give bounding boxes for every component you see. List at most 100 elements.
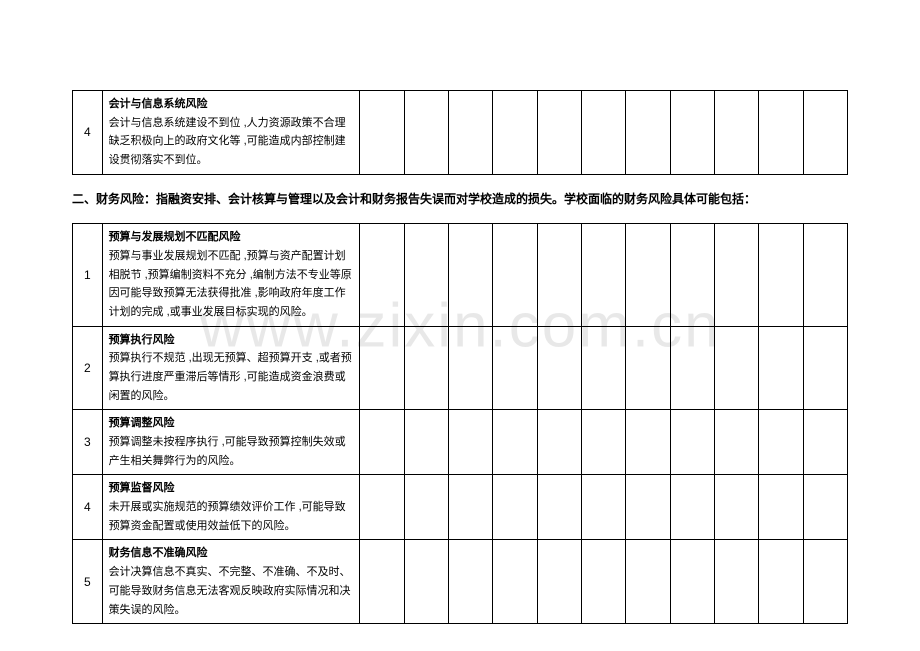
blank-cell [404, 410, 448, 475]
blank-cell [360, 540, 404, 624]
blank-cell [404, 540, 448, 624]
blank-cell [360, 224, 404, 326]
blank-cell [581, 224, 625, 326]
blank-cell [670, 326, 714, 410]
row-number: 4 [73, 91, 103, 175]
row-number: 1 [73, 224, 103, 326]
blank-cell [670, 410, 714, 475]
blank-cell [803, 224, 847, 326]
blank-cell [360, 410, 404, 475]
blank-cell [493, 224, 537, 326]
risk-title: 财务信息不准确风险 [109, 547, 208, 559]
blank-cell [759, 91, 803, 175]
risk-body: 会计决算信息不真实、不完整、不准确、不及时、可能导致财务信息无法客观反映政府实际… [109, 566, 351, 615]
blank-cell [626, 475, 670, 540]
blank-cell [581, 410, 625, 475]
blank-cell [493, 91, 537, 175]
blank-cell [626, 410, 670, 475]
blank-cell [404, 326, 448, 410]
blank-cell [537, 475, 581, 540]
blank-cell [759, 410, 803, 475]
blank-cell [626, 540, 670, 624]
blank-cell [404, 224, 448, 326]
row-description: 预算调整风险预算调整未按程序执行 ,可能导致预算控制失效或产生相关舞弊行为的风险… [102, 410, 360, 475]
blank-cell [537, 224, 581, 326]
blank-cell [448, 410, 492, 475]
blank-cell [360, 91, 404, 175]
blank-cell [537, 91, 581, 175]
table-row: 1预算与发展规划不匹配风险预算与事业发展规划不匹配 ,预算与资产配置计划相脱节 … [73, 224, 848, 326]
row-number: 4 [73, 475, 103, 540]
blank-cell [714, 326, 758, 410]
blank-cell [670, 91, 714, 175]
row-description: 预算执行风险预算执行不规范 ,出现无预算、超预算开支 ,或者预算执行进度严重滞后… [102, 326, 360, 410]
section-heading: 二、财务风险：指融资安排、会计核算与管理以及会计和财务报告失误而对学校造成的损失… [72, 175, 848, 223]
table-row: 4 会计与信息系统风险 会计与信息系统建设不到位 ,人力资源政策不合理缺乏积极向… [73, 91, 848, 175]
blank-cell [759, 326, 803, 410]
risk-body: 未开展或实施规范的预算绩效评价工作 ,可能导致预算资金配置或使用效益低下的风险。 [109, 501, 346, 532]
blank-cell [448, 91, 492, 175]
blank-cell [360, 326, 404, 410]
blank-cell [759, 224, 803, 326]
risk-body: 预算调整未按程序执行 ,可能导致预算控制失效或产生相关舞弊行为的风险。 [109, 436, 346, 467]
blank-cell [404, 91, 448, 175]
row-number: 5 [73, 540, 103, 624]
risk-title: 预算与发展规划不匹配风险 [109, 231, 241, 243]
blank-cell [448, 475, 492, 540]
blank-cell [537, 326, 581, 410]
risk-body: 预算与事业发展规划不匹配 ,预算与资产配置计划相脱节 ,预算编制资料不充分 ,编… [109, 250, 352, 318]
blank-cell [714, 410, 758, 475]
risk-title: 预算监督风险 [109, 482, 175, 494]
table-row: 5财务信息不准确风险会计决算信息不真实、不完整、不准确、不及时、可能导致财务信息… [73, 540, 848, 624]
table-row: 4预算监督风险未开展或实施规范的预算绩效评价工作 ,可能导致预算资金配置或使用效… [73, 475, 848, 540]
blank-cell [493, 326, 537, 410]
blank-cell [493, 540, 537, 624]
blank-cell [714, 475, 758, 540]
risk-title: 会计与信息系统风险 [109, 98, 208, 110]
blank-cell [493, 475, 537, 540]
table-row: 2预算执行风险预算执行不规范 ,出现无预算、超预算开支 ,或者预算执行进度严重滞… [73, 326, 848, 410]
table-section1: 4 会计与信息系统风险 会计与信息系统建设不到位 ,人力资源政策不合理缺乏积极向… [72, 90, 848, 175]
blank-cell [448, 326, 492, 410]
blank-cell [537, 540, 581, 624]
table-row: 3预算调整风险预算调整未按程序执行 ,可能导致预算控制失效或产生相关舞弊行为的风… [73, 410, 848, 475]
blank-cell [448, 540, 492, 624]
blank-cell [803, 540, 847, 624]
row-description: 预算监督风险未开展或实施规范的预算绩效评价工作 ,可能导致预算资金配置或使用效益… [102, 475, 360, 540]
blank-cell [670, 224, 714, 326]
blank-cell [581, 475, 625, 540]
blank-cell [714, 540, 758, 624]
blank-cell [803, 326, 847, 410]
risk-title: 预算调整风险 [109, 417, 175, 429]
blank-cell [759, 540, 803, 624]
blank-cell [714, 91, 758, 175]
section-heading-table: 二、财务风险：指融资安排、会计核算与管理以及会计和财务报告失误而对学校造成的损失… [72, 175, 848, 223]
row-description: 财务信息不准确风险会计决算信息不真实、不完整、不准确、不及时、可能导致财务信息无… [102, 540, 360, 624]
blank-cell [581, 91, 625, 175]
blank-cell [626, 224, 670, 326]
risk-title: 预算执行风险 [109, 334, 175, 346]
blank-cell [360, 475, 404, 540]
blank-cell [626, 91, 670, 175]
risk-body: 预算执行不规范 ,出现无预算、超预算开支 ,或者预算执行进度严重滞后等情形 ,可… [109, 352, 352, 401]
blank-cell [759, 475, 803, 540]
row-description: 会计与信息系统风险 会计与信息系统建设不到位 ,人力资源政策不合理缺乏积极向上的… [102, 91, 360, 175]
blank-cell [404, 475, 448, 540]
blank-cell [581, 540, 625, 624]
blank-cell [581, 326, 625, 410]
page-container: 4 会计与信息系统风险 会计与信息系统建设不到位 ,人力资源政策不合理缺乏积极向… [0, 0, 920, 624]
row-description: 预算与发展规划不匹配风险预算与事业发展规划不匹配 ,预算与资产配置计划相脱节 ,… [102, 224, 360, 326]
blank-cell [670, 540, 714, 624]
section-heading-row: 二、财务风险：指融资安排、会计核算与管理以及会计和财务报告失误而对学校造成的损失… [72, 175, 848, 223]
risk-body: 会计与信息系统建设不到位 ,人力资源政策不合理缺乏积极向上的政府文化等 ,可能造… [109, 117, 346, 166]
row-number: 2 [73, 326, 103, 410]
blank-cell [670, 475, 714, 540]
blank-cell [714, 224, 758, 326]
blank-cell [493, 410, 537, 475]
table-section2: 1预算与发展规划不匹配风险预算与事业发展规划不匹配 ,预算与资产配置计划相脱节 … [72, 223, 848, 624]
blank-cell [803, 91, 847, 175]
blank-cell [803, 410, 847, 475]
blank-cell [448, 224, 492, 326]
row-number: 3 [73, 410, 103, 475]
blank-cell [537, 410, 581, 475]
